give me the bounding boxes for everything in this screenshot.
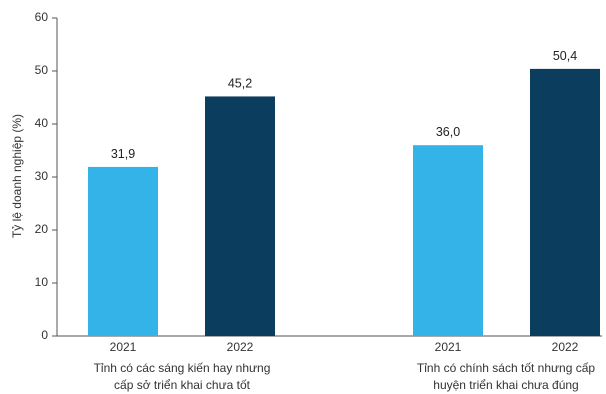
y-tick-label: 40	[35, 116, 49, 130]
bars	[88, 68, 600, 336]
bar-value-label: 31,9	[111, 147, 135, 161]
group-label-line: Tỉnh có các sáng kiến hay nhưng	[94, 361, 271, 375]
bar-value-label: 36,0	[436, 125, 460, 139]
y-tick-label: 20	[35, 222, 49, 236]
y-tick-label: 50	[35, 63, 49, 77]
group-label-line: Tỉnh có chính sách tốt nhưng cấp	[417, 361, 595, 375]
bar-2021	[88, 166, 158, 336]
group-label-line: cấp sở triển khai chưa tốt	[114, 378, 251, 392]
labels: 31,9 2021 45,2 2022 Tỉnh có các sáng kiến ha…	[94, 49, 596, 392]
x-category-label: 2022	[552, 340, 579, 354]
y-tick-label: 10	[35, 275, 49, 289]
bar-2021	[413, 145, 483, 336]
bar-2022	[205, 96, 275, 336]
bar-2022	[530, 68, 600, 336]
y-axis-title: Tỷ lệ doanh nghiệp (%)	[10, 114, 24, 238]
bar-value-label: 50,4	[553, 49, 577, 63]
x-category-label: 2021	[110, 340, 137, 354]
group-label-line: huyện triển khai chưa đúng	[433, 378, 578, 392]
x-category-label: 2021	[435, 340, 462, 354]
bar-value-label: 45,2	[228, 76, 252, 90]
y-tick-label: 0	[41, 328, 48, 342]
x-category-label: 2022	[227, 340, 254, 354]
y-tick-label: 30	[35, 169, 49, 183]
y-tick-label: 60	[35, 10, 49, 24]
